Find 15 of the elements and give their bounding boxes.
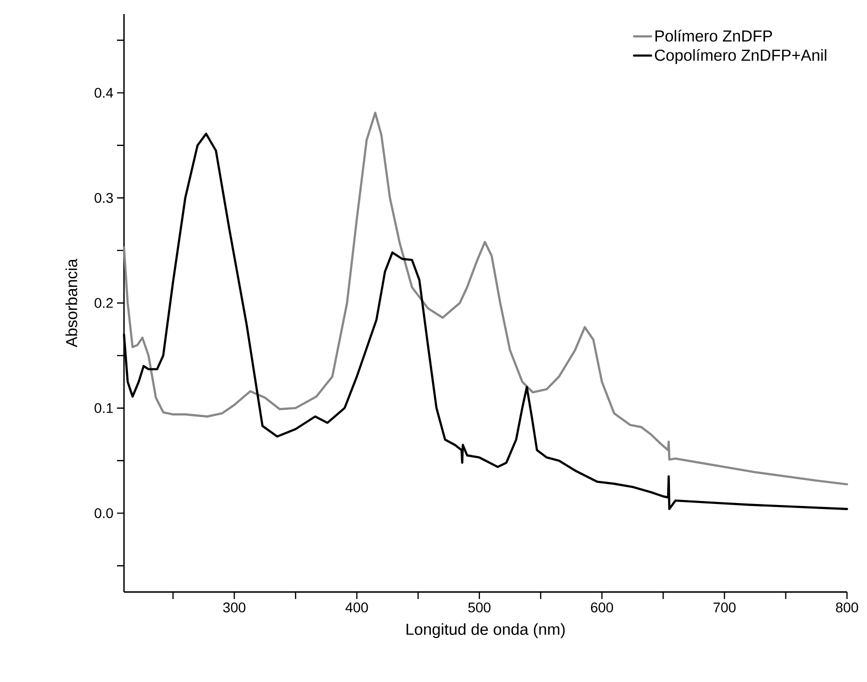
y-tick-label: 0.4 [94, 88, 114, 98]
x-tick-label: 700 [714, 602, 736, 612]
x-tick-label: 600 [590, 602, 614, 612]
x-tick-label: 400 [346, 602, 368, 612]
legend-label: Polímero ZnDFP [655, 30, 772, 42]
x-tick-label: 500 [468, 602, 490, 612]
x-axis-title: Longitud de onda (nm) [406, 623, 565, 638]
x-tick-label: 800 [836, 602, 858, 612]
x-tick-label: 300 [223, 602, 246, 612]
legend-label: Copolímero ZnDFP+Anil [654, 48, 826, 64]
y-tick-label: 0.0 [94, 508, 113, 518]
y-tick-label: 0.2 [94, 298, 113, 308]
y-axis-title: Absorbancia [66, 258, 78, 348]
y-tick-label: 0.3 [94, 192, 113, 203]
y-tick-label: 0.1 [94, 403, 113, 414]
